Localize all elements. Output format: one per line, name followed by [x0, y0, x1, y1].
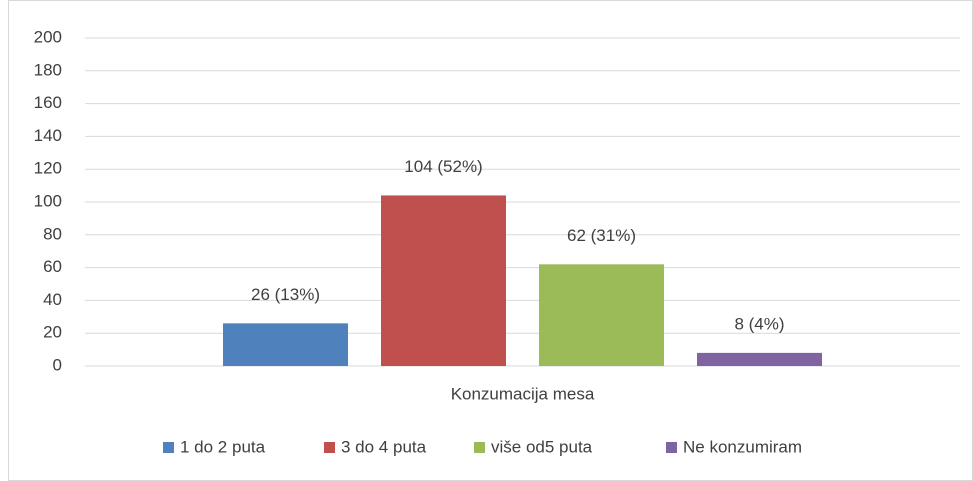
y-tick-label: 60 — [43, 257, 62, 276]
bar — [381, 195, 506, 366]
legend-swatch — [474, 442, 485, 453]
legend-swatch — [324, 442, 335, 453]
y-tick-label: 80 — [43, 224, 62, 243]
data-label: 104 (52%) — [404, 157, 482, 176]
data-label: 62 (31%) — [567, 226, 636, 245]
y-tick-label: 200 — [34, 27, 62, 46]
bar — [539, 264, 664, 366]
x-tick-label: Konzumacija mesa — [451, 384, 595, 403]
data-label: 26 (13%) — [251, 285, 320, 304]
y-tick-label: 100 — [34, 191, 62, 210]
legend-label: 3 do 4 puta — [341, 437, 427, 456]
y-tick-label: 0 — [53, 355, 62, 374]
y-tick-label: 160 — [34, 93, 62, 112]
bar — [697, 352, 822, 366]
bar — [223, 323, 348, 366]
y-tick-label: 20 — [43, 323, 62, 342]
legend-label: Ne konzumiram — [683, 437, 802, 456]
legend-label: 1 do 2 puta — [180, 437, 266, 456]
legend-swatch — [666, 442, 677, 453]
y-tick-label: 180 — [34, 60, 62, 79]
legend-swatch — [163, 442, 174, 453]
y-tick-label: 140 — [34, 126, 62, 145]
data-label: 8 (4%) — [734, 314, 784, 333]
y-tick-label: 40 — [43, 290, 62, 309]
y-tick-label: 120 — [34, 159, 62, 178]
legend-label: više od5 puta — [491, 437, 593, 456]
